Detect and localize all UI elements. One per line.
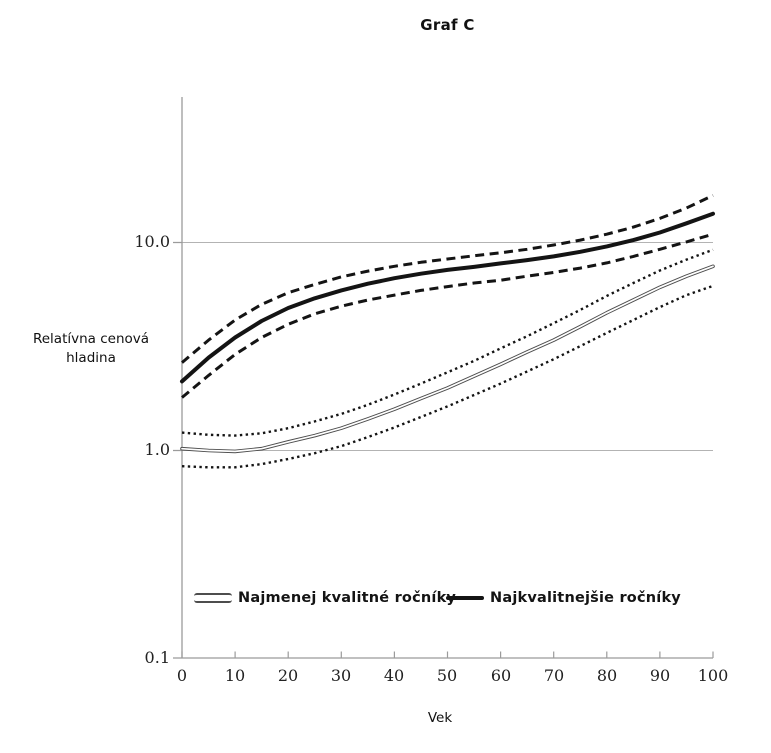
x-tick-40: 40: [383, 666, 405, 685]
x-tick-100: 100: [697, 666, 729, 685]
series-lowq-line: [180, 264, 715, 454]
x-tick-0: 0: [176, 666, 188, 685]
y-tick-10: 10.0: [134, 232, 170, 251]
x-tick-marks: [181, 651, 714, 658]
y-axis-label-line2: hladina: [66, 350, 116, 366]
y-tick-0-1: 0.1: [144, 648, 170, 667]
x-tick-90: 90: [649, 666, 671, 685]
x-tick-50: 50: [436, 666, 458, 685]
series-highq-line: [180, 211, 715, 384]
x-tick-70: 70: [543, 666, 565, 685]
x-tick-60: 60: [490, 666, 512, 685]
x-tick-10: 10: [224, 666, 246, 685]
series-highq-upper-band-line: [181, 194, 714, 364]
legend-item-lowq: Najmenej kvalitné ročníky: [194, 589, 456, 607]
x-tick-20: 20: [277, 666, 299, 685]
x-tick-30: 30: [330, 666, 352, 685]
x-tick-80: 80: [596, 666, 618, 685]
legend-item-highq: Najkvalitnejšie ročníky: [446, 589, 681, 607]
thin-double-line-swatch-icon: [194, 593, 232, 603]
y-tick-1: 1.0: [144, 440, 170, 459]
y-axis-label: Relatívna cenová hladina: [16, 330, 166, 368]
series-highq-lower-band-line: [181, 232, 714, 399]
x-axis-label: Vek: [427, 710, 453, 726]
chart-title: Graf C: [420, 16, 475, 34]
thick-line-swatch-icon: [446, 596, 484, 600]
series-lowq-line-highlight: [181, 265, 714, 453]
legend-label-highq: Najkvalitnejšie ročníky: [490, 590, 681, 606]
series-lowq-upper-band-line: [181, 248, 714, 437]
y-axis-label-line1: Relatívna cenová: [32, 331, 150, 347]
series-lowq-lower-band-line: [181, 284, 714, 469]
legend-label-lowq: Najmenej kvalitné ročníky: [238, 590, 457, 606]
y-tick-marks: [173, 241, 182, 659]
